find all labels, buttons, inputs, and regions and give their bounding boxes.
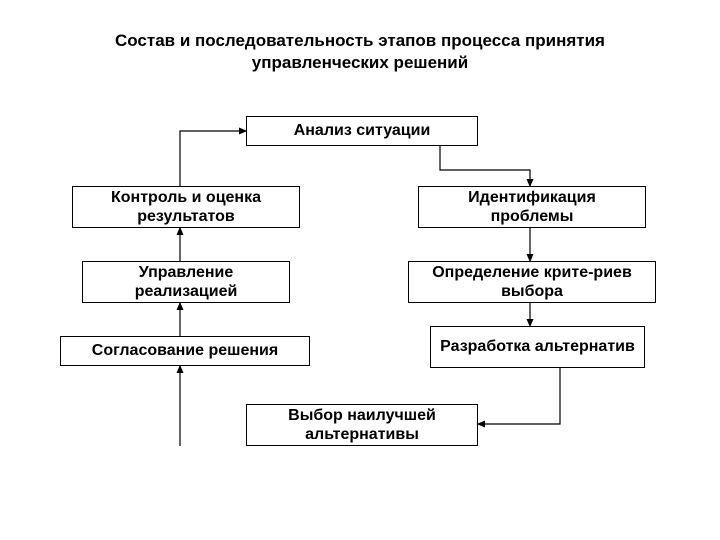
node-analysis: Анализ ситуации — [246, 116, 478, 146]
diagram-title: Состав и последовательность этапов проце… — [80, 30, 640, 74]
node-select: Выбор наилучшей альтернативы — [246, 404, 478, 446]
edge-develop-select — [478, 368, 560, 424]
node-approve: Согласование решения — [60, 336, 310, 366]
node-develop: Разработка альтернатив — [430, 326, 645, 368]
node-identify: Идентификация проблемы — [418, 186, 646, 228]
edge-control-analysis — [180, 131, 246, 186]
node-criteria: Определение крите-риев выбора — [408, 261, 656, 303]
node-control: Контроль и оценка результатов — [72, 186, 300, 228]
node-manage: Управление реализацией — [82, 261, 290, 303]
edge-analysis-identify — [440, 146, 530, 186]
